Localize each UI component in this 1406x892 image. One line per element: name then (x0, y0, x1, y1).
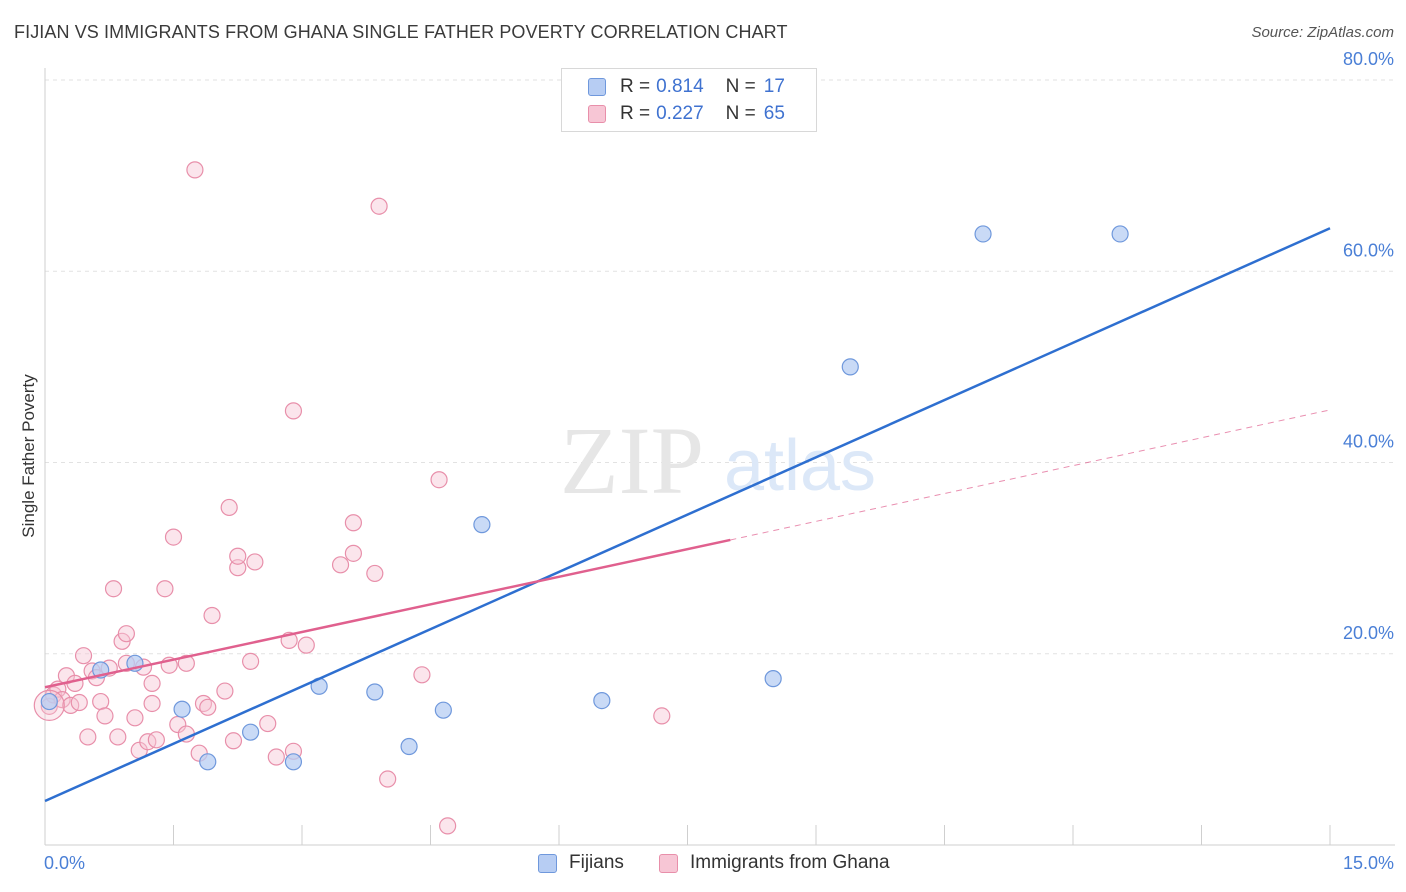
stats-legend: R = 0.814 N = 17 R = 0.227 N = 65 (561, 68, 817, 132)
fijians-series (40, 225, 1129, 771)
ghana-trend-extension (730, 409, 1331, 541)
fijian-point (434, 701, 452, 719)
fijians-trend-line (44, 227, 1331, 803)
series-legend: Fijians Immigrants from Ghana (0, 852, 1406, 878)
fijian-point (764, 670, 782, 688)
ghana-point (344, 544, 362, 562)
y-axis-label: Single Father Poverty (19, 374, 38, 538)
watermark: ZIP atlas (560, 407, 876, 514)
y-tick-label: 40.0% (1343, 432, 1394, 452)
ghana-point (70, 693, 88, 712)
grid-lines (45, 79, 1395, 655)
ghana-point (74, 647, 93, 665)
ghana-point (164, 528, 183, 546)
fijian-point (593, 692, 611, 710)
ghana-point (203, 606, 221, 625)
y-tick-label: 60.0% (1343, 240, 1394, 260)
fijian-point (841, 358, 859, 376)
fijian-point (199, 753, 217, 771)
fijian-point (173, 700, 191, 718)
ghana-point (66, 674, 84, 692)
ghana-swatch (588, 105, 606, 123)
watermark-zip: ZIP (560, 407, 704, 514)
legend-row-fijians: R = 0.814 N = 17 (588, 74, 785, 100)
y-tick-label: 80.0% (1343, 49, 1394, 69)
fijian-point (40, 692, 58, 711)
x-tick-max: 15.0% (1343, 853, 1394, 873)
x-tick-min: 0.0% (44, 853, 85, 873)
ghana-point (366, 564, 384, 583)
fijian-point (242, 723, 260, 741)
fijian-point (400, 737, 418, 756)
ghana-point (370, 197, 388, 215)
fijians-legend-label: Fijians (569, 852, 624, 873)
ghana-point (143, 694, 161, 713)
fijian-point (974, 225, 992, 243)
legend-n-label: N = (725, 103, 756, 124)
ghana-point (147, 731, 165, 749)
ghana-point (117, 625, 135, 643)
ghana-point (109, 728, 127, 746)
fijian-point (366, 683, 384, 701)
ghana-point (220, 498, 238, 517)
ghana-point (297, 636, 315, 654)
ghana-r-value: 0.227 (656, 103, 704, 124)
ghana-point (331, 556, 350, 574)
chart-title: FIJIAN VS IMMIGRANTS FROM GHANA SINGLE F… (14, 22, 788, 42)
ghana-point (242, 652, 260, 671)
ghana-trend-line (44, 538, 731, 689)
ghana-point (186, 161, 204, 179)
ghana-point (104, 580, 123, 598)
ghana-point (229, 547, 247, 565)
ghana-point (126, 709, 144, 727)
ghana-point (430, 471, 448, 489)
y-tick-labels: 20.0% 40.0% 60.0% 80.0% (1343, 49, 1394, 643)
ghana-point (96, 707, 114, 725)
ghana-point (216, 682, 234, 700)
ghana-point (267, 748, 285, 766)
ghana-point (156, 580, 174, 598)
source-credit: Source: ZipAtlas.com (1251, 24, 1394, 41)
ghana-point (177, 654, 195, 672)
fijian-point (473, 516, 491, 534)
ghana-point (439, 817, 457, 835)
ghana-n-value: 65 (763, 103, 785, 124)
ghana-point (199, 698, 217, 716)
legend-item-ghana[interactable]: Immigrants from Ghana (659, 852, 890, 874)
fijians-swatch (588, 78, 606, 96)
legend-n-label: N = (725, 76, 756, 97)
ghana-point (92, 692, 110, 711)
ghana-point (344, 514, 362, 532)
fijian-point (1111, 225, 1129, 243)
watermark-atlas: atlas (724, 426, 876, 506)
ghana-point (259, 714, 277, 733)
ghana-point (79, 728, 97, 746)
ghana-point (653, 707, 671, 725)
y-tick-label: 20.0% (1343, 623, 1394, 643)
ghana-legend-label: Immigrants from Ghana (690, 852, 890, 873)
ghana-point (379, 770, 397, 788)
ghana-point (224, 732, 243, 750)
fijians-n-value: 17 (763, 76, 785, 97)
fijians-legend-swatch (538, 853, 557, 873)
fijians-r-value: 0.814 (656, 76, 704, 97)
legend-row-ghana: R = 0.227 N = 65 (588, 101, 785, 127)
axes (44, 68, 1395, 846)
ghana-point (413, 666, 431, 684)
legend-r-label: R = (620, 103, 651, 124)
ghana-point (284, 402, 303, 420)
legend-item-fijians[interactable]: Fijians (538, 852, 624, 874)
ghana-legend-swatch (659, 853, 678, 873)
trend-lines (44, 227, 1331, 803)
fijian-point (284, 753, 303, 771)
ghana-point (143, 674, 161, 692)
ghana-point (246, 553, 264, 571)
legend-r-label: R = (620, 76, 651, 97)
